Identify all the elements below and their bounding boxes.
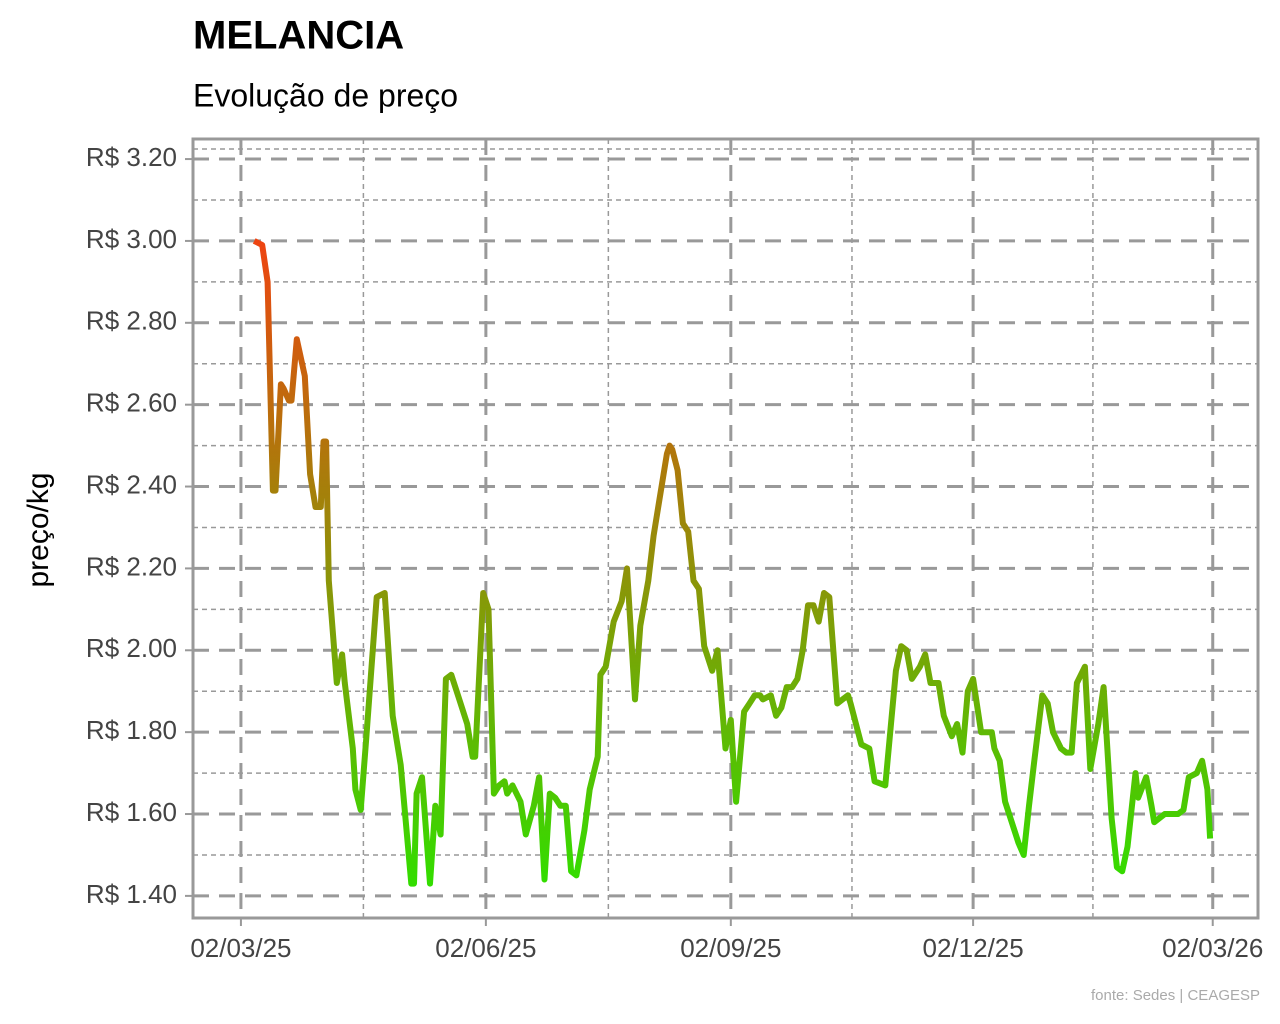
y-tick-label: R$ 1.60 <box>86 797 177 827</box>
y-tick-label: R$ 2.80 <box>86 306 177 336</box>
x-tick-label: 02/09/25 <box>680 933 781 963</box>
y-tick-label: R$ 2.40 <box>86 469 177 499</box>
y-tick-label: R$ 2.60 <box>86 388 177 418</box>
y-tick-label: R$ 3.20 <box>86 142 177 172</box>
price-line <box>252 238 1214 887</box>
x-tick-label: 02/03/26 <box>1162 933 1263 963</box>
y-tick-label: R$ 3.00 <box>86 224 177 254</box>
x-tick-label: 02/03/25 <box>190 933 291 963</box>
chart-subtitle: Evolução de preço <box>193 77 458 113</box>
plot-border <box>191 137 1260 920</box>
x-tick-label: 02/12/25 <box>923 933 1024 963</box>
y-tick-label: R$ 2.20 <box>86 551 177 581</box>
x-tick-label: 02/06/25 <box>435 933 536 963</box>
y-tick-label: R$ 1.80 <box>86 715 177 745</box>
y-tick-label: R$ 1.40 <box>86 879 177 909</box>
y-axis-label: preço/kg <box>22 472 55 587</box>
y-tick-label: R$ 2.00 <box>86 633 177 663</box>
chart-title: MELANCIA <box>193 14 404 58</box>
caption: fonte: Sedes | CEAGESP <box>1091 987 1260 1004</box>
